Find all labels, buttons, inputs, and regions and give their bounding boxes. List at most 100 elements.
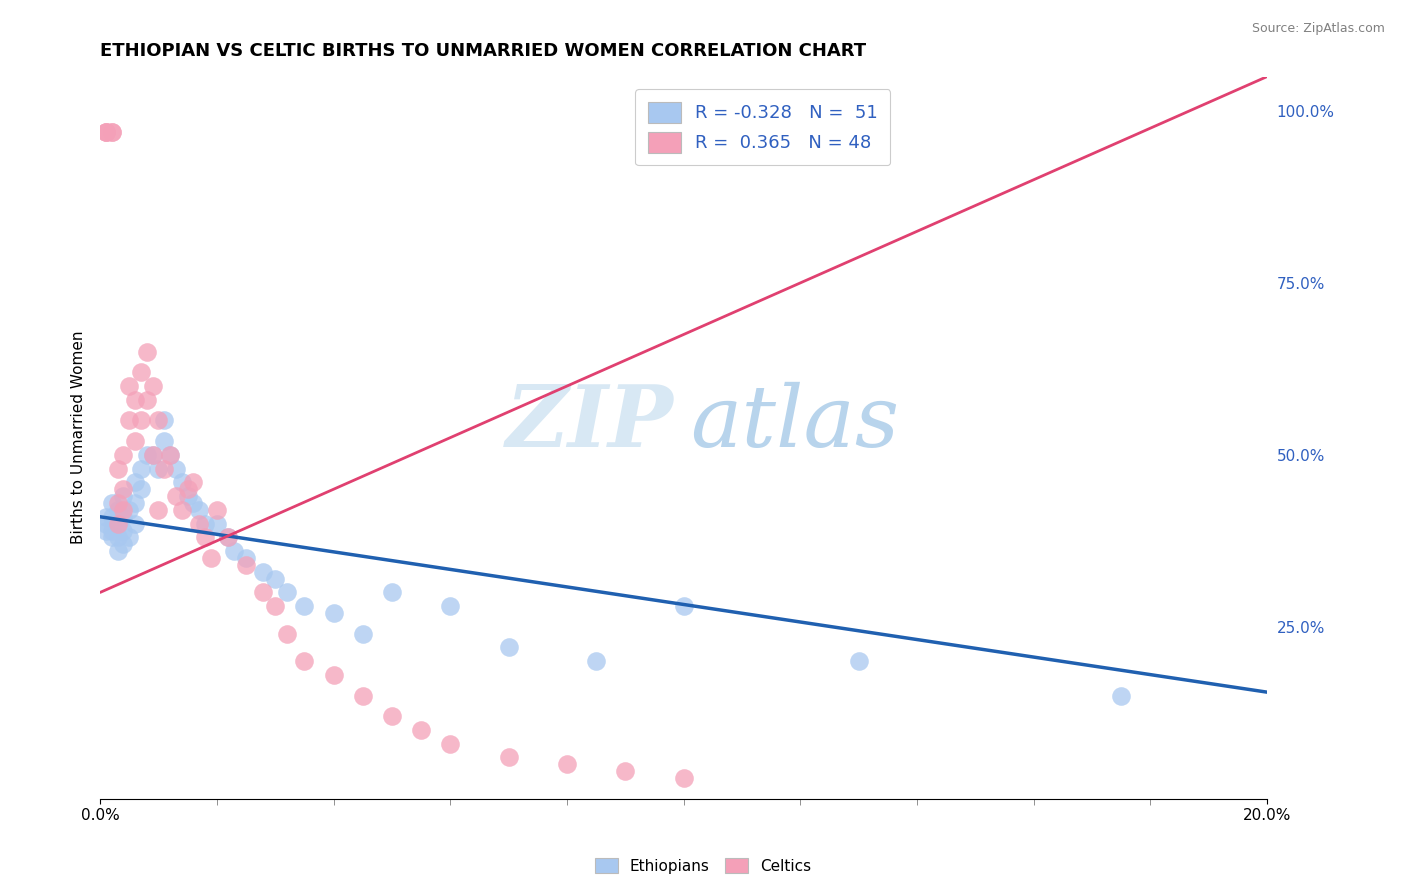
Point: [848, 654, 870, 668]
Point: [672, 771, 695, 785]
Point: [94, 509, 117, 524]
Point: [124, 434, 146, 449]
Point: [135, 392, 157, 407]
Point: [148, 503, 170, 517]
Point: [129, 461, 152, 475]
Point: [194, 530, 217, 544]
Point: [264, 599, 287, 614]
Point: [107, 503, 129, 517]
Point: [235, 551, 257, 566]
Point: [381, 585, 404, 599]
Point: [129, 482, 152, 496]
Point: [614, 764, 637, 779]
Point: [194, 516, 217, 531]
Point: [498, 750, 520, 764]
Point: [112, 509, 135, 524]
Point: [188, 516, 211, 531]
Point: [129, 413, 152, 427]
Point: [352, 626, 374, 640]
Point: [235, 558, 257, 572]
Point: [439, 599, 461, 614]
Point: [183, 496, 205, 510]
Point: [148, 461, 170, 475]
Point: [176, 489, 198, 503]
Point: [107, 461, 129, 475]
Point: [112, 482, 135, 496]
Point: [352, 689, 374, 703]
Point: [153, 461, 176, 475]
Point: [218, 530, 240, 544]
Point: [153, 413, 176, 427]
Point: [94, 125, 117, 139]
Point: [142, 448, 165, 462]
Point: [165, 489, 187, 503]
Legend: R = -0.328   N =  51, R =  0.365   N = 48: R = -0.328 N = 51, R = 0.365 N = 48: [636, 89, 890, 165]
Point: [170, 503, 193, 517]
Point: [200, 551, 222, 566]
Point: [224, 544, 246, 558]
Point: [118, 413, 141, 427]
Point: [142, 379, 165, 393]
Point: [585, 654, 607, 668]
Point: [124, 392, 146, 407]
Point: [276, 585, 298, 599]
Point: [101, 496, 124, 510]
Point: [101, 125, 124, 139]
Point: [107, 516, 129, 531]
Point: [94, 516, 117, 531]
Point: [112, 537, 135, 551]
Point: [101, 509, 124, 524]
Point: [252, 585, 274, 599]
Point: [439, 737, 461, 751]
Point: [148, 413, 170, 427]
Point: [101, 530, 124, 544]
Text: Source: ZipAtlas.com: Source: ZipAtlas.com: [1251, 22, 1385, 36]
Text: ZIP: ZIP: [506, 382, 673, 465]
Point: [94, 524, 117, 538]
Point: [555, 757, 578, 772]
Point: [112, 448, 135, 462]
Point: [322, 606, 344, 620]
Point: [292, 654, 315, 668]
Point: [142, 448, 165, 462]
Point: [118, 503, 141, 517]
Point: [153, 434, 176, 449]
Point: [264, 572, 287, 586]
Point: [124, 496, 146, 510]
Point: [205, 503, 228, 517]
Legend: Ethiopians, Celtics: Ethiopians, Celtics: [589, 852, 817, 880]
Point: [124, 516, 146, 531]
Point: [135, 344, 157, 359]
Point: [107, 530, 129, 544]
Point: [112, 524, 135, 538]
Point: [498, 640, 520, 655]
Point: [112, 489, 135, 503]
Text: atlas: atlas: [690, 382, 898, 465]
Point: [107, 496, 129, 510]
Point: [129, 365, 152, 379]
Point: [188, 503, 211, 517]
Point: [94, 125, 117, 139]
Point: [252, 565, 274, 579]
Point: [381, 709, 404, 723]
Point: [107, 544, 129, 558]
Point: [101, 125, 124, 139]
Point: [159, 448, 181, 462]
Point: [218, 530, 240, 544]
Point: [292, 599, 315, 614]
Point: [1109, 689, 1132, 703]
Text: ETHIOPIAN VS CELTIC BIRTHS TO UNMARRIED WOMEN CORRELATION CHART: ETHIOPIAN VS CELTIC BIRTHS TO UNMARRIED …: [100, 42, 866, 60]
Point: [409, 723, 432, 737]
Point: [101, 524, 124, 538]
Point: [112, 503, 135, 517]
Point: [183, 475, 205, 490]
Y-axis label: Births to Unmarried Women: Births to Unmarried Women: [72, 331, 86, 544]
Point: [276, 626, 298, 640]
Point: [94, 125, 117, 139]
Point: [118, 530, 141, 544]
Point: [165, 461, 187, 475]
Point: [124, 475, 146, 490]
Point: [118, 379, 141, 393]
Point: [107, 516, 129, 531]
Point: [672, 599, 695, 614]
